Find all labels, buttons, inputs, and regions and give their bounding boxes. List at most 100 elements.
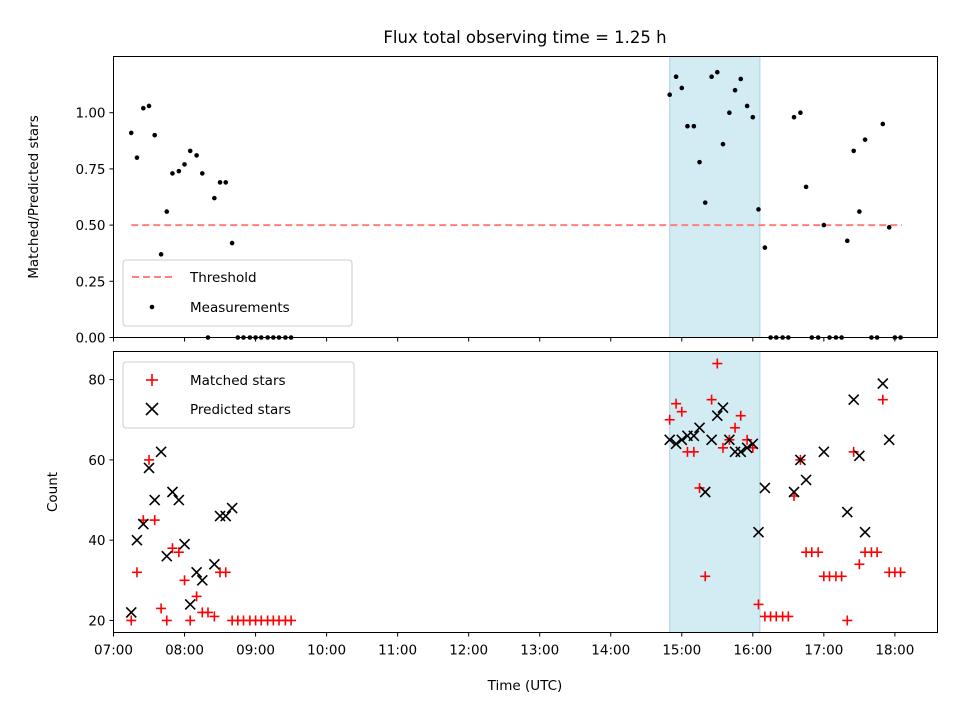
- predicted-star-marker: [693, 422, 706, 434]
- measurement-point: [152, 132, 157, 138]
- y-tick-label: 20: [88, 613, 105, 629]
- measurement-point: [164, 209, 170, 214]
- measurement-point: [217, 180, 223, 185]
- measurement-point: [803, 184, 809, 190]
- x-tick-label: 15:00: [662, 643, 701, 659]
- measurement-point: [762, 245, 768, 250]
- predicted-star-marker: [859, 526, 871, 538]
- measurement-point: [182, 162, 187, 167]
- measurement-point: [756, 207, 761, 212]
- measurement-point: [750, 114, 756, 120]
- y-tick-label: 1.00: [75, 106, 105, 122]
- measurement-point: [679, 85, 685, 91]
- matched-star-marker: [783, 611, 794, 622]
- predicted-star-marker: [196, 574, 208, 586]
- predicted-star-marker: [706, 434, 718, 446]
- matched-star-marker: [753, 599, 764, 610]
- predicted-star-marker: [883, 434, 895, 446]
- top-highlight-span: [669, 56, 761, 338]
- legend-predicted-label: Predicted stars: [190, 402, 291, 418]
- matched-star-marker: [854, 559, 865, 570]
- x-tick-label: 10:00: [307, 643, 346, 659]
- matched-star-marker: [895, 567, 906, 578]
- predicted-star-marker: [143, 462, 155, 474]
- predicted-star-marker: [735, 446, 747, 458]
- matched-star-marker: [842, 615, 853, 626]
- matched-star-marker: [149, 515, 160, 526]
- measurement-point: [732, 87, 738, 93]
- measurement-point: [727, 110, 732, 115]
- x-tick-label: 13:00: [520, 643, 559, 659]
- predicted-star-marker: [226, 502, 238, 514]
- measurement-point: [176, 168, 182, 174]
- predicted-star-marker: [741, 442, 753, 454]
- matched-star-marker: [676, 406, 687, 417]
- matched-star-marker: [872, 547, 883, 558]
- matched-star-marker: [813, 547, 824, 558]
- predicted-star-marker: [137, 518, 149, 530]
- measurement-point: [673, 74, 679, 80]
- y-tick-label: 80: [88, 373, 105, 389]
- x-tick-label: 16:00: [733, 643, 772, 659]
- legend-threshold-label: Threshold: [189, 270, 257, 286]
- predicted-star-marker: [220, 510, 232, 522]
- predicted-star-marker: [155, 446, 167, 458]
- matched-star-marker: [209, 611, 220, 622]
- measurement-point: [714, 69, 720, 75]
- predicted-star-marker: [723, 434, 735, 446]
- y-tick-label: 40: [88, 533, 105, 549]
- predicted-star-marker: [173, 494, 185, 506]
- predicted-star-marker: [208, 558, 220, 570]
- top-y-ticks: 0.00 0.25 0.50 0.75 1.00: [75, 106, 114, 347]
- measurement-point: [697, 159, 702, 165]
- predicted-star-marker: [670, 438, 682, 450]
- measurement-point: [170, 171, 175, 176]
- predicted-star-marker: [800, 474, 812, 486]
- measurement-point: [851, 148, 856, 154]
- top-x-ticks: [113, 337, 896, 342]
- predicted-star-marker: [699, 486, 711, 498]
- matched-star-marker: [671, 398, 682, 409]
- predicted-star-marker: [688, 430, 700, 442]
- bottom-highlight-span-layer: [669, 351, 761, 633]
- bottom-y-ticks: 20 40 60 80: [88, 373, 114, 629]
- measurement-point: [886, 225, 892, 230]
- top-points-layer: [128, 69, 903, 340]
- predicted-star-marker: [664, 434, 676, 446]
- measurement-point: [738, 76, 744, 82]
- predicted-star-marker: [166, 486, 179, 498]
- measurement-point: [212, 195, 217, 201]
- bottom-x-ticks: 07:00 08:00 09:00 10:00 11:00 12:00 13:00 14:00…: [94, 632, 914, 659]
- measurement-point: [862, 137, 868, 142]
- y-tick-label: 0.75: [75, 162, 105, 178]
- measurement-point: [844, 238, 850, 244]
- bottom-legend-box: [122, 361, 355, 429]
- series-measurements: [128, 69, 903, 340]
- predicted-star-marker: [752, 526, 765, 538]
- predicted-star-marker: [131, 534, 143, 546]
- measurement-point: [880, 121, 886, 127]
- measurement-point: [146, 103, 152, 109]
- predicted-star-marker: [818, 446, 830, 458]
- chart-title: Flux total observing time = 1.25 h: [383, 28, 666, 47]
- x-tick-label: 17:00: [804, 643, 843, 659]
- matched-star-marker: [286, 615, 297, 626]
- matched-star-marker: [688, 446, 699, 457]
- matched-star-marker: [742, 434, 753, 445]
- measurement-point: [791, 114, 797, 120]
- measurement-point: [691, 123, 697, 129]
- measurement-point: [702, 200, 708, 205]
- legend-predicted-swatch: [145, 402, 159, 416]
- matched-star-marker: [700, 571, 711, 582]
- predicted-star-marker: [149, 494, 161, 506]
- x-tick-label: 14:00: [591, 643, 630, 659]
- y-tick-label: 0.00: [75, 331, 105, 347]
- top-legend-box: [122, 259, 353, 327]
- matched-star-marker: [848, 446, 859, 457]
- x-tick-label: 11:00: [378, 643, 417, 659]
- predicted-star-marker: [676, 434, 688, 446]
- measurement-point: [720, 141, 726, 147]
- predicted-star-marker: [788, 486, 800, 498]
- matched-star-marker: [717, 442, 728, 453]
